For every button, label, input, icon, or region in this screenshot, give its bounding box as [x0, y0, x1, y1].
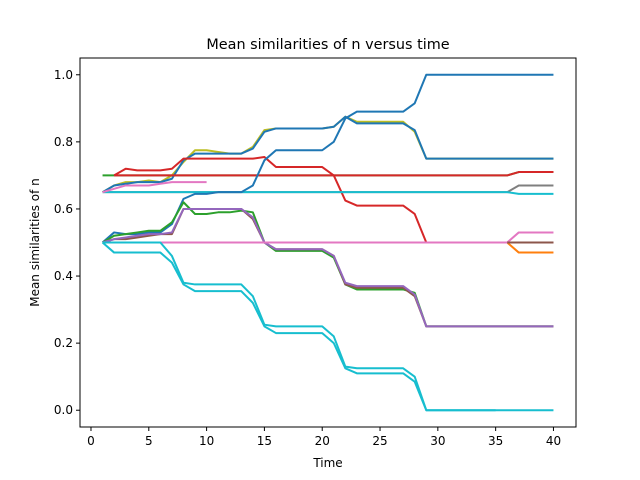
y-axis: 0.0 0.2 0.4 0.6 0.8 1.0	[54, 68, 80, 417]
x-tick-label: 10	[199, 434, 214, 448]
x-tick-label: 20	[315, 434, 330, 448]
x-tick-label: 5	[145, 434, 153, 448]
series-line-16	[101, 241, 496, 412]
series-line-8	[102, 181, 207, 194]
x-tick-label: 0	[87, 434, 95, 448]
series-line-14	[102, 231, 554, 244]
x-axis-label: Time	[312, 456, 342, 470]
y-tick-label: 0.0	[54, 403, 73, 417]
x-tick-label: 25	[372, 434, 387, 448]
series-line-17	[102, 241, 554, 412]
x-tick-label: 40	[546, 434, 561, 448]
series-line-5	[114, 171, 554, 177]
series-line-7	[102, 191, 554, 195]
series-line-9	[101, 73, 554, 244]
series-line-4	[113, 155, 554, 244]
series-line-3	[102, 115, 554, 194]
y-axis-label: Mean similarities of n	[28, 178, 42, 307]
y-tick-label: 0.6	[54, 202, 73, 216]
x-tick-label: 30	[430, 434, 445, 448]
y-tick-label: 0.8	[54, 135, 73, 149]
x-axis: 0 5 10 15 20 25 30 35 40	[87, 427, 561, 448]
series-line-10	[102, 201, 554, 328]
chart-title: Mean similarities of n versus time	[206, 37, 449, 53]
plot-frame	[79, 57, 577, 428]
y-tick-label: 1.0	[54, 68, 73, 82]
y-tick-label: 0.2	[54, 336, 73, 350]
y-tick-label: 0.4	[54, 269, 73, 283]
x-tick-label: 35	[488, 434, 503, 448]
series-line-12	[102, 207, 554, 328]
series-layer	[101, 73, 554, 412]
x-tick-label: 15	[257, 434, 272, 448]
